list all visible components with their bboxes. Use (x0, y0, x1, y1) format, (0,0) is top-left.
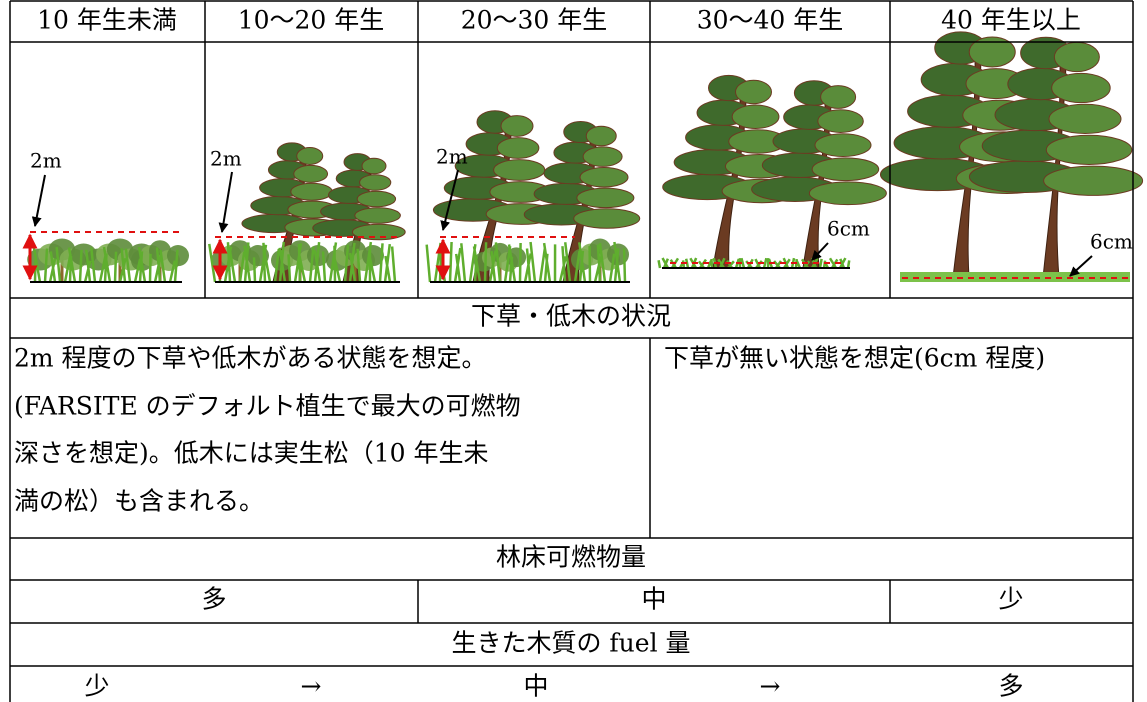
fuel-scale: → (301, 672, 322, 701)
pointer-arrow (440, 169, 459, 231)
foliage (817, 109, 864, 133)
pointer-arrow (811, 242, 829, 261)
column-header: 10 年生未満 (37, 6, 177, 35)
foliage (1048, 103, 1122, 134)
pointer-arrow (1069, 255, 1093, 277)
foliage (293, 164, 329, 183)
foliage (811, 157, 880, 182)
height-label: 2m (210, 147, 242, 171)
grass (208, 241, 397, 283)
height-label: 6cm (827, 217, 870, 241)
grass (425, 241, 627, 283)
foliage (1053, 41, 1100, 73)
height-label: 2m (30, 149, 62, 173)
foliage (1051, 72, 1111, 104)
table-rules (9, 0, 1134, 702)
description-line: (FARSITE のデフォルト植生で最大の可燃物 (14, 392, 521, 421)
foliage (1043, 165, 1144, 196)
fuel-level: 中 (641, 585, 666, 614)
description-line: 下草が無い状態を想定(6cm 程度) (664, 344, 1045, 373)
foliage (579, 167, 629, 188)
pointer-arrow (31, 174, 46, 227)
foliage (361, 157, 387, 175)
foliage (573, 208, 641, 229)
fuel-scale: 中 (523, 672, 548, 701)
foliage (356, 190, 397, 208)
foliage (814, 133, 872, 157)
foliage (731, 104, 780, 129)
foliage (735, 79, 772, 105)
foliage (576, 187, 635, 209)
section-title: 林床可燃物量 (496, 543, 646, 572)
foliage (585, 125, 617, 147)
fuel-level: 少 (998, 585, 1023, 614)
fuel-scale: → (760, 672, 781, 701)
foliage (354, 207, 401, 224)
pointer-arrow (218, 171, 233, 233)
foliage (820, 85, 857, 109)
column-header: 20～30 年生 (461, 6, 608, 35)
section-title: 生きた木質の fuel 量 (451, 629, 690, 658)
foliage (496, 137, 540, 159)
grass (657, 257, 851, 269)
foliage (808, 181, 887, 206)
foliage (1045, 134, 1133, 165)
foliage (351, 223, 406, 241)
fuel-level: 多 (201, 585, 226, 614)
fuel-scale: 多 (998, 672, 1023, 701)
foliage (500, 115, 534, 137)
foliage (493, 159, 546, 181)
section-title: 下草・低木の状況 (471, 302, 671, 331)
foliage (296, 147, 324, 165)
foliage (582, 146, 623, 167)
fuel-scale: 少 (84, 672, 109, 701)
description-line: 満の松）も含まれる。 (14, 487, 264, 516)
foliage (968, 36, 1016, 68)
column-header: 10～20 年生 (238, 6, 385, 35)
height-label: 2m (436, 145, 468, 169)
description-line: 深さを想定)。低木には実生松（10 年生未 (14, 439, 489, 468)
column-header: 40 年生以上 (941, 6, 1081, 35)
illustrations: 2m 2m 2m 6cm 6cm (22, 31, 1144, 283)
height-label: 6cm (1090, 230, 1133, 254)
foliage (359, 174, 392, 191)
column-header: 30～40 年生 (697, 6, 844, 35)
description-line: 2m 程度の下草や低木がある状態を想定。 (14, 344, 487, 373)
foliage (290, 182, 333, 201)
